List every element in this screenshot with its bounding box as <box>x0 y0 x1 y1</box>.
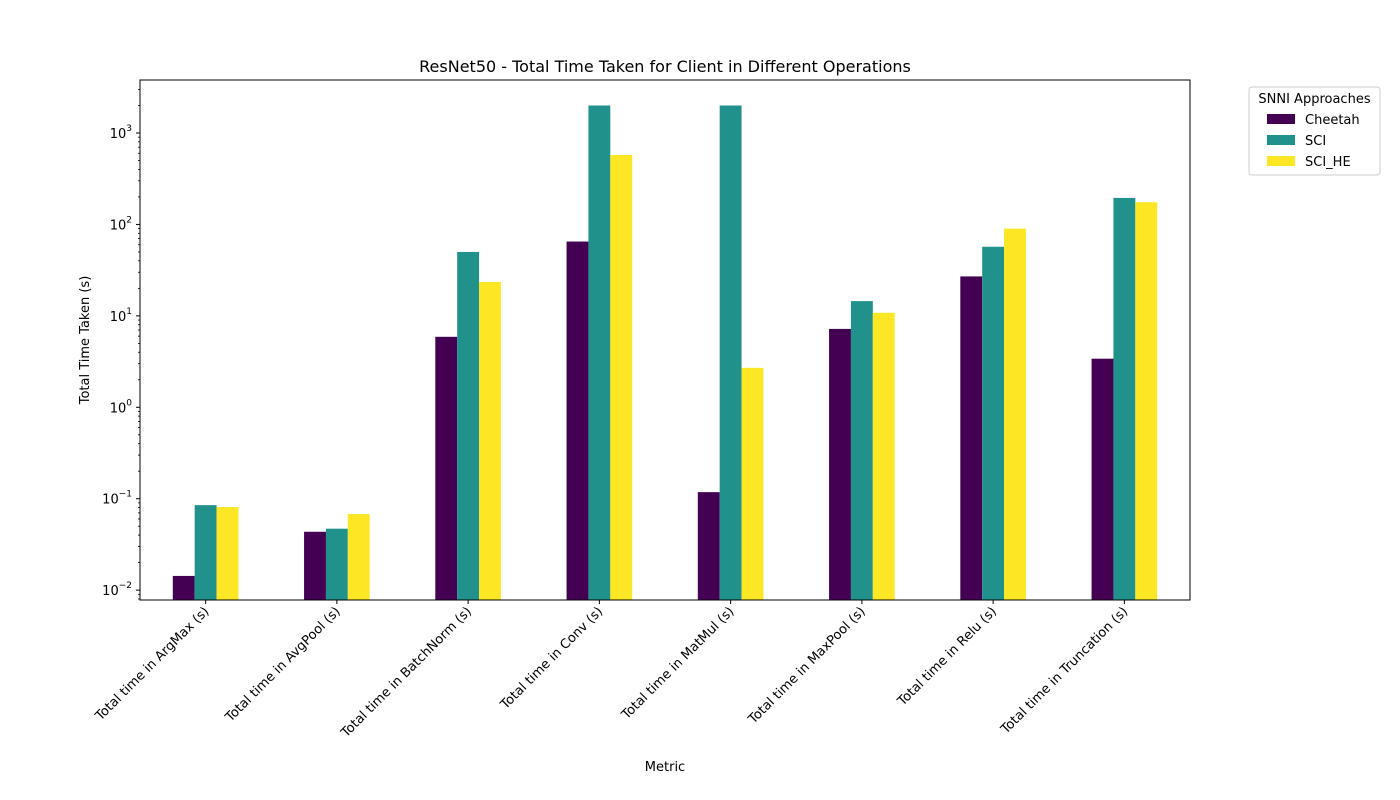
bar-sci-4 <box>719 105 742 601</box>
x-tick-label: Total time in AvgPool (s) <box>222 604 344 726</box>
y-tick-label: 102 <box>110 215 132 233</box>
legend-label-sci: SCI <box>1305 134 1326 149</box>
bar-sci-3 <box>588 105 611 601</box>
x-tick-label: Total time in BatchNorm (s) <box>338 604 475 741</box>
x-tick-label: Total time in Relu (s) <box>894 604 1000 710</box>
bar-cheetah-1 <box>304 531 326 600</box>
legend-frame <box>1248 86 1381 176</box>
y-tick-label: 10−2 <box>102 581 132 599</box>
legend-swatch-sci-he <box>1267 156 1295 166</box>
bar-cheetah-5 <box>829 328 851 600</box>
bar-sci-2 <box>457 251 480 600</box>
bar-sci-he-3 <box>610 154 633 601</box>
plot-area: 10−2 10−1 100 101 102 103 Total time in ArgMax… <box>92 79 1191 741</box>
y-axis-label: Total Time Taken (s) <box>78 276 93 406</box>
x-tick-label: Total time in Conv (s) <box>497 604 606 713</box>
bar-sci-he-7 <box>1135 202 1158 600</box>
legend-title: SNNI Approaches <box>1258 92 1370 107</box>
y-tick-label: 101 <box>110 307 132 325</box>
plot-frame <box>139 79 1191 601</box>
bar-sci-he-0 <box>216 507 239 600</box>
bar-sci-7 <box>1113 197 1136 601</box>
bar-sci-6 <box>982 246 1005 600</box>
x-axis-label: Metric <box>645 760 685 775</box>
bar-sci-5 <box>850 301 873 600</box>
legend-label-cheetah: Cheetah <box>1305 113 1360 128</box>
y-tick-label: 10−1 <box>102 490 132 508</box>
bar-cheetah-3 <box>566 241 589 601</box>
bar-sci-he-2 <box>479 281 501 600</box>
x-tick-label: Total time in MatMul (s) <box>618 604 737 723</box>
legend-label-sci-he: SCI_HE <box>1305 155 1351 170</box>
bar-sci-0 <box>194 505 217 600</box>
x-tick-label: Total time in MaxPool (s) <box>745 604 869 728</box>
bar-sci-1 <box>325 528 348 600</box>
bar-sci-he-1 <box>347 514 370 600</box>
legend-swatch-sci <box>1267 135 1295 145</box>
bar-cheetah-0 <box>172 575 195 600</box>
bar-sci-he-4 <box>741 367 764 600</box>
bar-cheetah-6 <box>960 276 983 600</box>
legend: SNNI Approaches Cheetah SCI SCI_HE <box>1248 86 1381 176</box>
chart-title: ResNet50 - Total Time Taken for Client i… <box>419 57 911 76</box>
x-tick-label: Total time in ArgMax (s) <box>92 604 212 724</box>
bar-cheetah-7 <box>1091 358 1114 600</box>
x-tick-label: Total time in Truncation (s) <box>998 604 1132 738</box>
bar-cheetah-4 <box>697 492 720 600</box>
y-tick-label: 103 <box>110 124 132 142</box>
bar-sci-he-6 <box>1004 228 1026 600</box>
legend-swatch-cheetah <box>1267 114 1295 124</box>
bar-sci-he-5 <box>872 312 895 600</box>
y-tick-label: 100 <box>110 398 133 416</box>
bar-cheetah-2 <box>435 336 458 600</box>
